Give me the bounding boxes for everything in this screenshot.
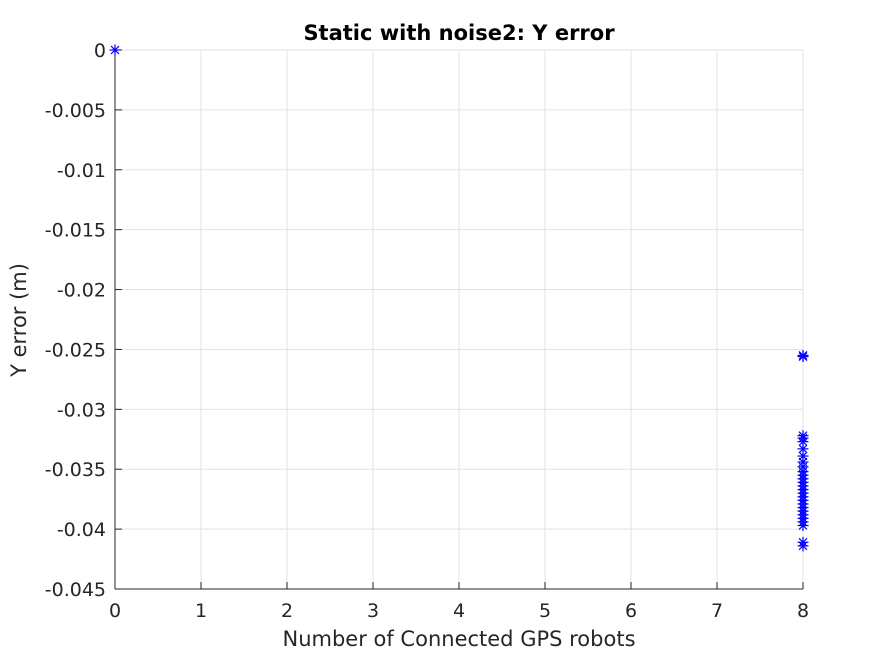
x-tick-label: 4 bbox=[453, 600, 465, 622]
y-tick-label: -0.025 bbox=[45, 339, 106, 361]
y-tick-label: 0 bbox=[94, 40, 106, 62]
x-tick-label: 1 bbox=[195, 600, 207, 622]
y-tick-label: -0.005 bbox=[45, 100, 106, 122]
y-tick-label: -0.035 bbox=[45, 459, 106, 481]
y-axis-label: Y error (m) bbox=[7, 263, 31, 378]
data-point bbox=[797, 540, 809, 552]
x-tick-label: 8 bbox=[797, 600, 809, 622]
data-point bbox=[797, 351, 809, 363]
axes bbox=[114, 49, 804, 590]
data-point bbox=[797, 520, 809, 532]
x-tick-label: 3 bbox=[367, 600, 379, 622]
x-tick-label: 6 bbox=[625, 600, 637, 622]
chart-title: Static with noise2: Y error bbox=[303, 21, 615, 45]
x-tick-label: 5 bbox=[539, 600, 551, 622]
data-point bbox=[109, 44, 121, 56]
data-points bbox=[109, 44, 809, 552]
y-tick-label: -0.015 bbox=[45, 220, 106, 242]
x-axis-label: Number of Connected GPS robots bbox=[282, 627, 635, 651]
y-tick-label: -0.045 bbox=[45, 579, 106, 601]
y-tick-label: -0.03 bbox=[57, 399, 106, 421]
x-tick-label: 2 bbox=[281, 600, 293, 622]
y-tick-label: -0.01 bbox=[57, 160, 106, 182]
x-tick-labels: 0 1 2 3 4 5 6 7 8 bbox=[109, 600, 809, 622]
y-tick-labels: 0 -0.005 -0.01 -0.015 -0.02 -0.025 -0.03 -0.035… bbox=[45, 40, 106, 601]
x-tick-label: 7 bbox=[711, 600, 723, 622]
x-tick-label: 0 bbox=[109, 600, 121, 622]
y-tick-label: -0.04 bbox=[57, 519, 106, 541]
y-tick-label: -0.02 bbox=[57, 280, 106, 302]
